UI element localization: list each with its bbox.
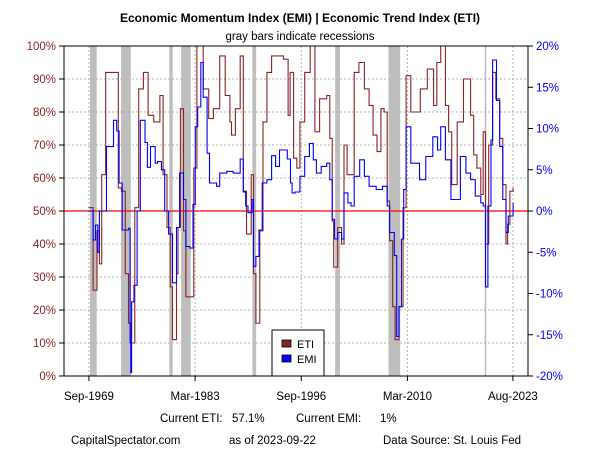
left-axis-tick-label: 90%	[33, 74, 56, 86]
current-eti-label: Current ETI:	[160, 413, 223, 425]
right-axis-tick-label: -15%	[536, 330, 563, 342]
chart-title: Economic Momentum Index (EMI) | Economic…	[120, 11, 480, 25]
right-axis-tick-label: 0%	[536, 206, 553, 218]
series-line-eti	[88, 45, 514, 344]
right-axis-tick-label: 5%	[536, 165, 553, 177]
current-emi-label: Current EMI:	[296, 413, 361, 425]
left-axis-tick-label: 40%	[33, 239, 56, 251]
right-axis-tick-label: 15%	[536, 82, 559, 94]
right-axis-tick-label: 20%	[536, 41, 559, 53]
x-axis-tick-label: Sep-1996	[276, 391, 326, 403]
legend-box	[271, 329, 325, 377]
legend-swatch-eti	[281, 339, 292, 348]
legend-swatch-emi	[281, 354, 292, 363]
legend: ETI EMI	[271, 329, 325, 377]
left-axis-tick-label: 70%	[33, 140, 56, 152]
left-axis-tick-label: 60%	[33, 173, 56, 185]
right-axis-tick-label: -5%	[536, 247, 556, 259]
grid-lines	[64, 46, 528, 376]
right-axis-tick-label: -10%	[536, 289, 563, 301]
left-axis-tick-label: 30%	[33, 272, 56, 284]
left-axis-tick-label: 0%	[39, 371, 56, 383]
site-credit: CapitalSpectator.com	[71, 435, 180, 447]
as-of-date: as of 2023-09-22	[229, 435, 316, 447]
x-axis-tick-label: Mar-2010	[383, 391, 432, 403]
footer: Current ETI: 57.1% Current EMI: 1% Capit…	[71, 413, 521, 447]
series-line-emi	[88, 59, 514, 374]
legend-label-emi: EMI	[297, 354, 317, 366]
right-axis-tick-label: 10%	[536, 124, 559, 136]
right-axis-tick-label: -20%	[536, 371, 563, 383]
left-axis-tick-label: 10%	[33, 338, 56, 350]
series-lines	[88, 45, 514, 374]
x-axis-tick-label: Mar-1983	[170, 391, 219, 403]
left-axis-tick-label: 20%	[33, 305, 56, 317]
current-emi-value: 1%	[380, 413, 397, 425]
data-source: Data Source: St. Louis Fed	[383, 435, 521, 447]
left-axis-tick-label: 80%	[33, 107, 56, 119]
chart-subtitle: gray bars indicate recessions	[226, 31, 375, 43]
current-eti-value: 57.1%	[232, 413, 265, 425]
x-axis-tick-label: Aug-2023	[488, 391, 538, 403]
legend-label-eti: ETI	[297, 339, 314, 351]
left-axis-tick-label: 100%	[27, 41, 56, 53]
x-axis-tick-label: Sep-1969	[64, 391, 114, 403]
left-axis-tick-label: 50%	[33, 206, 56, 218]
